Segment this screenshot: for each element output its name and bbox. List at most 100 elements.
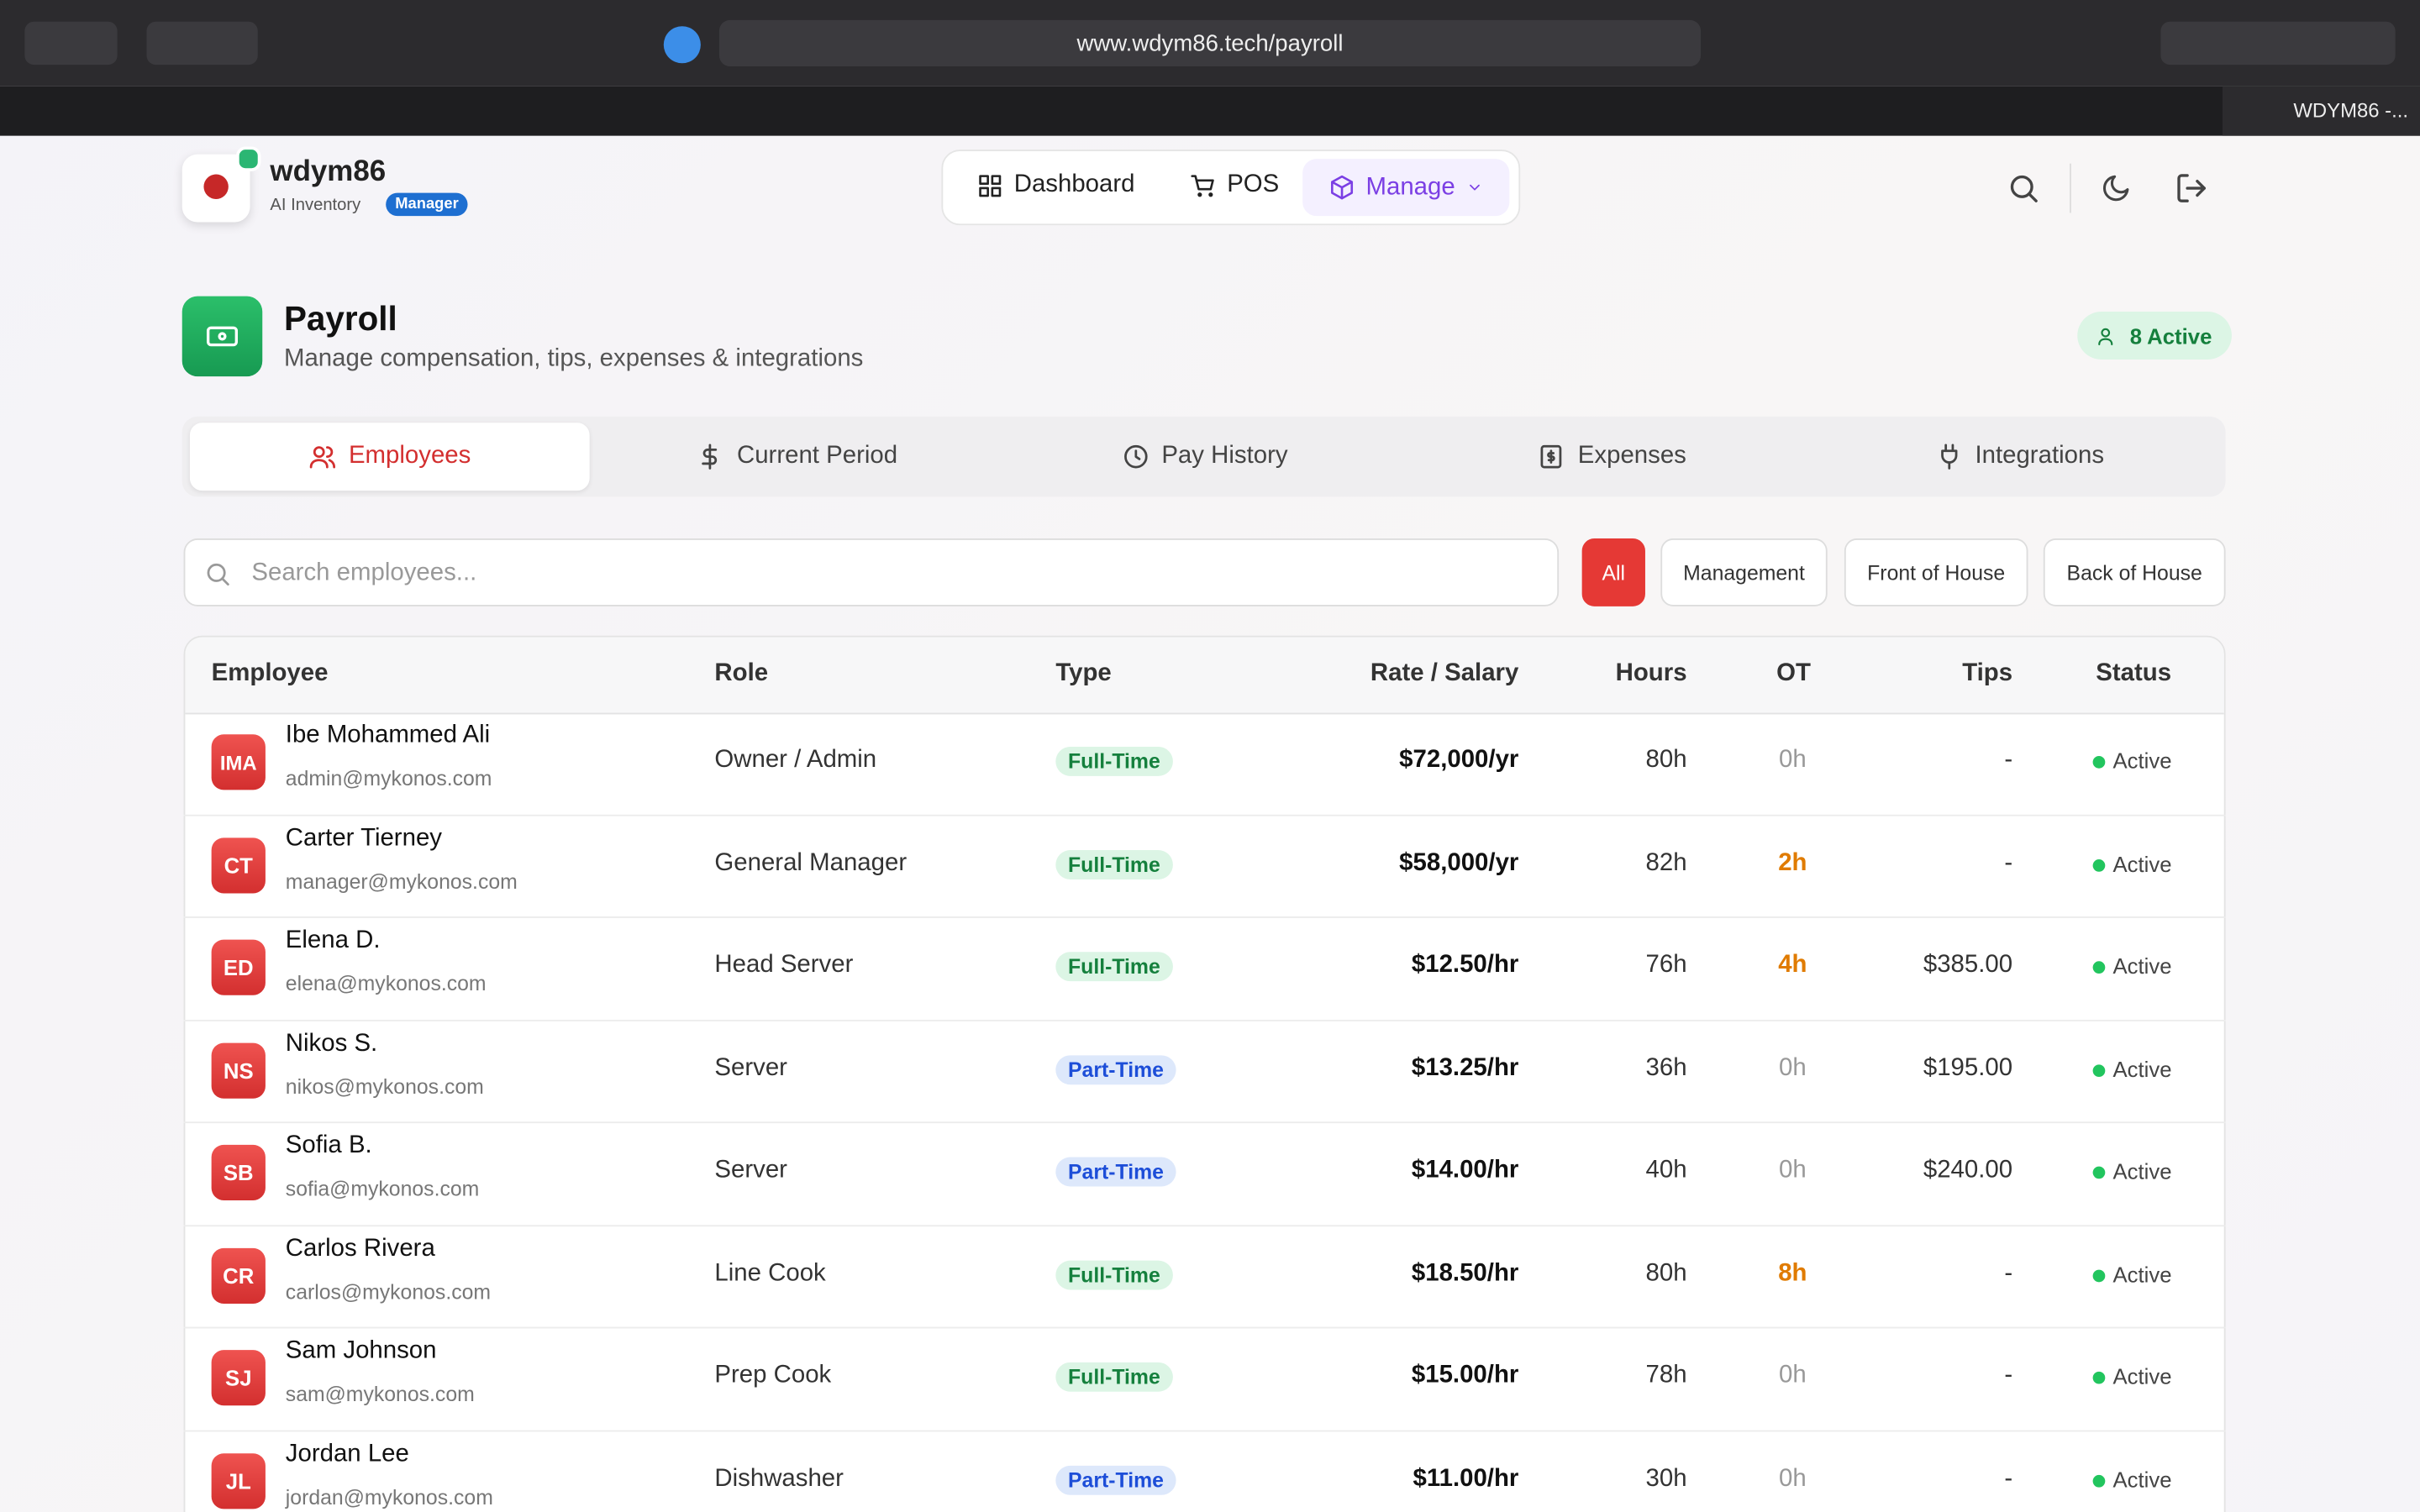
tab[interactable]: Integrations — [1820, 423, 2220, 491]
tips: - — [2004, 1362, 2013, 1389]
role-badge: Manager — [386, 192, 468, 217]
sidebar-button[interactable] — [24, 21, 118, 66]
rate: $12.50/hr — [1411, 952, 1519, 979]
nav-item[interactable]: Dashboard — [977, 171, 1135, 199]
tab[interactable]: Pay History — [1005, 423, 1405, 491]
table-header — [185, 637, 2224, 715]
avatar: CR — [211, 1247, 266, 1304]
employee-name: Ibe Mohammed Ali — [285, 722, 491, 748]
overtime: 0h — [1779, 1464, 1807, 1492]
nav-item-active[interactable]: Manage — [1302, 159, 1510, 217]
employee-name: Sam Johnson — [285, 1337, 437, 1364]
type-badge: Full-Time — [1055, 952, 1173, 982]
avatar: ED — [211, 939, 266, 995]
status-dot — [2092, 1474, 2106, 1487]
search-box[interactable]: Search employees... — [183, 538, 1560, 606]
filter-button[interactable]: Front of House — [1844, 538, 2028, 606]
status-dot — [2092, 858, 2106, 871]
avatar: JL — [211, 1452, 266, 1509]
nav-item[interactable]: POS — [1190, 171, 1279, 199]
nav-label: POS — [1227, 171, 1280, 198]
url: www.wdym86.tech/payroll — [1076, 29, 1344, 57]
role: Dishwasher — [714, 1464, 844, 1492]
overtime: 0h — [1779, 1362, 1807, 1389]
overtime: 2h — [1778, 849, 1807, 876]
overtime: 8h — [1778, 1259, 1807, 1286]
rate: $14.00/hr — [1411, 1157, 1519, 1184]
column-header: Employee — [211, 660, 329, 687]
hours: 78h — [1645, 1362, 1687, 1389]
employee-name: Sofia B. — [285, 1132, 372, 1159]
employee-name: Carlos Rivera — [285, 1235, 435, 1262]
page-title: Payroll — [283, 299, 397, 339]
filter-button[interactable]: All — [1581, 538, 1645, 606]
status-dot — [2092, 1166, 2106, 1179]
employee-name: Jordan Lee — [285, 1440, 409, 1467]
role: Owner / Admin — [714, 746, 877, 774]
active-badge: 8 Active — [2077, 312, 2233, 360]
row-divider — [183, 1121, 2226, 1124]
filter-button[interactable]: Management — [1660, 538, 1828, 606]
toolbar-buttons[interactable] — [2160, 21, 2396, 66]
rate: $72,000/yr — [1399, 746, 1519, 774]
employee-email: nikos@mykonos.com — [285, 1074, 484, 1098]
tips: - — [2004, 1464, 2013, 1492]
avatar: CT — [211, 837, 266, 893]
filter-button[interactable]: Back of House — [2043, 538, 2226, 606]
overtime: 0h — [1779, 746, 1807, 774]
address-bar[interactable]: www.wdym86.tech/payroll — [718, 19, 1702, 66]
type-badge: Part-Time — [1055, 1054, 1176, 1084]
tips: $240.00 — [1923, 1157, 2013, 1184]
employee-name: Elena D. — [285, 927, 381, 954]
active-count: 8 Active — [2129, 323, 2212, 349]
employee-name: Carter Tierney — [285, 824, 442, 851]
rate: $18.50/hr — [1411, 1259, 1519, 1286]
tips: $195.00 — [1923, 1054, 2013, 1081]
employee-email: carlos@mykonos.com — [285, 1279, 492, 1304]
rate: $13.25/hr — [1411, 1054, 1519, 1081]
role: Line Cook — [714, 1259, 826, 1286]
type-badge: Part-Time — [1055, 1157, 1176, 1187]
table — [183, 635, 2226, 1512]
status: Active — [2112, 1056, 2172, 1081]
tab-strip: WDYM86 -... — [0, 86, 2420, 136]
status: Active — [2112, 1261, 2172, 1286]
online-dot — [236, 146, 261, 171]
logout-icon[interactable] — [2175, 171, 2208, 205]
row-divider — [183, 1224, 2226, 1226]
tab-title: WDYM86 -... — [2293, 98, 2409, 123]
status: Active — [2112, 953, 2172, 979]
search-icon[interactable] — [2007, 171, 2040, 205]
hours: 82h — [1645, 849, 1687, 876]
row-divider — [183, 1019, 2226, 1021]
main-nav: Dashboard POS Manage — [941, 150, 1521, 226]
status-dot — [2092, 1268, 2106, 1282]
employee-email: jordan@mykonos.com — [285, 1484, 493, 1509]
employee-email: admin@mykonos.com — [285, 766, 492, 790]
hours: 40h — [1645, 1157, 1687, 1184]
tips: $385.00 — [1923, 952, 2013, 979]
tab-active[interactable]: Employees — [189, 423, 590, 491]
tab[interactable]: Current Period — [597, 423, 997, 491]
rate: $15.00/hr — [1411, 1362, 1519, 1389]
nav-buttons[interactable] — [146, 21, 258, 66]
active-tab[interactable]: WDYM86 -... — [2222, 86, 2420, 136]
extension-icon[interactable] — [663, 26, 701, 64]
tab[interactable]: Expenses — [1413, 423, 1812, 491]
tab-label: Pay History — [1161, 443, 1288, 470]
status: Active — [2112, 1466, 2172, 1492]
column-header: OT — [1776, 660, 1811, 687]
theme-icon[interactable] — [2101, 173, 2132, 204]
hours: 36h — [1645, 1054, 1687, 1081]
row-divider — [183, 1429, 2226, 1431]
overtime: 4h — [1778, 952, 1807, 979]
column-header: Type — [1055, 660, 1112, 687]
tab-label: Expenses — [1577, 443, 1686, 470]
avatar: SB — [211, 1144, 266, 1200]
search-placeholder: Search employees... — [251, 559, 477, 586]
column-header: Hours — [1615, 660, 1687, 687]
brand-subtitle: AI Inventory — [270, 196, 361, 215]
tips: - — [2004, 746, 2013, 774]
row-divider — [183, 1326, 2226, 1329]
